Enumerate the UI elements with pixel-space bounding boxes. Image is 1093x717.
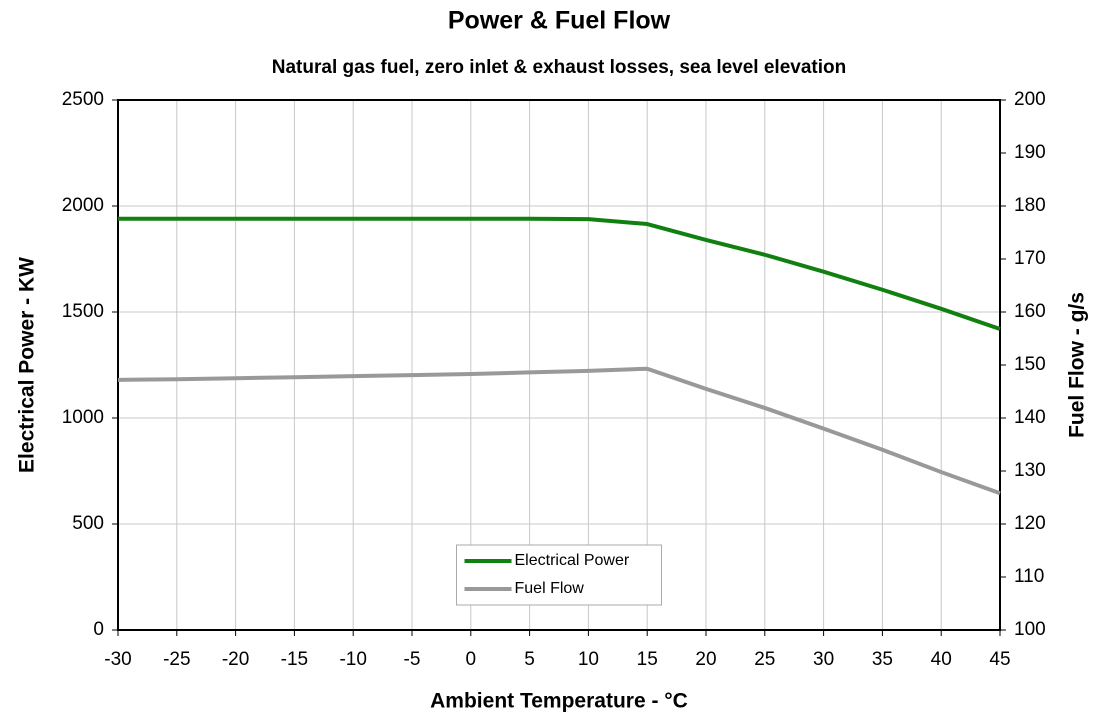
x-tick-label: 20 [695,649,716,670]
y-tick-label: 2500 [62,89,104,110]
x-tick-label: 25 [754,649,775,670]
y2-tick-label: 130 [1014,460,1046,481]
y2-tick-label: 170 [1014,248,1046,269]
legend-label: Electrical Power [515,552,630,569]
y-tick-label: 0 [93,619,104,640]
x-tick-label: 45 [989,649,1010,670]
x-tick-label: -30 [104,649,131,670]
x-tick-label: 40 [931,649,952,670]
chart-title: Power & Fuel Flow [448,7,671,35]
x-tick-label: -10 [339,649,366,670]
y2-tick-label: 160 [1014,301,1046,322]
x-tick-label: 10 [578,649,599,670]
x-tick-label: -20 [222,649,249,670]
x-tick-label: 35 [872,649,893,670]
x-tick-label: 5 [524,649,535,670]
series-line [117,366,1001,496]
plot-frame [117,99,1001,631]
y2-tick-label: 190 [1014,142,1046,163]
x-tick-label: -25 [163,649,190,670]
x-tick-label: -15 [281,649,308,670]
y2-tick-label: 200 [1014,89,1046,110]
y-tick-label: 1500 [62,301,104,322]
x-tick-label: 15 [637,649,658,670]
y2-tick-label: 140 [1014,407,1046,428]
y2-tick-label: 150 [1014,354,1046,375]
y-tick-label: 500 [72,513,104,534]
legend-label: Fuel Flow [515,580,585,597]
y2-tick-label: 100 [1014,619,1046,640]
chart-subtitle: Natural gas fuel, zero inlet & exhaust l… [272,57,846,78]
x-tick-label: -5 [404,649,421,670]
y2-tick-label: 180 [1014,195,1046,216]
x-axis-label: Ambient Temperature - °C [430,690,688,713]
x-tick-label: 0 [466,649,477,670]
y2-axis-label: Fuel Flow - g/s [1066,292,1089,438]
y-tick-label: 1000 [62,407,104,428]
x-tick-label: 30 [813,649,834,670]
legend-box [456,544,662,606]
series-line [118,216,1001,331]
y-axis-label: Electrical Power - KW [16,257,39,473]
y-tick-label: 2000 [62,195,104,216]
y2-tick-label: 120 [1014,513,1046,534]
y2-tick-label: 110 [1014,566,1044,587]
